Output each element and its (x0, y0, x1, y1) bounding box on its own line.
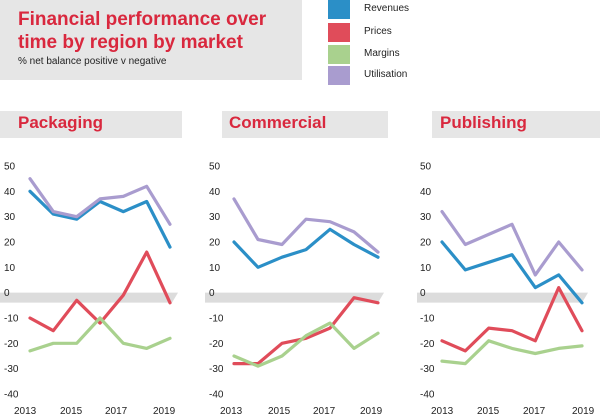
series-line-margins (440, 339, 584, 366)
y-tick-label: -10 (209, 314, 224, 325)
y-tick-label: 10 (209, 263, 221, 274)
y-tick-label: -20 (209, 339, 224, 350)
y-tick-label: -30 (209, 364, 224, 375)
legend-label-margins: Margins (364, 48, 400, 59)
x-tick-label: 2013 (431, 406, 454, 417)
y-tick-label: 20 (420, 238, 432, 249)
header-box: Financial performance over time by regio… (0, 0, 302, 80)
panel-band-packaging (0, 111, 182, 138)
series-line-margins (232, 321, 380, 368)
zero-band (417, 292, 588, 303)
y-tick-label: 30 (420, 212, 432, 223)
y-tick-label: -10 (420, 314, 435, 325)
y-tick-label: 0 (4, 288, 10, 299)
legend-swatch-prices (328, 23, 350, 42)
chart-panel-publishing: 50 40 30 20 10 0 -10 -20 -30 -40 2013 2015 2017 2019 (417, 162, 595, 417)
chart-panel-packaging: 50 40 30 20 10 0 -10 -20 -30 -40 2013 2015 2017 2019 (0, 162, 178, 417)
y-tick-label: -40 (4, 390, 19, 401)
y-tick-label: -30 (4, 364, 19, 375)
x-tick-label: 2019 (572, 406, 595, 417)
y-tick-label: 40 (4, 187, 16, 198)
series-line-margins (28, 316, 172, 353)
y-tick-label: 50 (209, 162, 221, 173)
x-tick-label: 2017 (105, 406, 128, 417)
zero-band (0, 292, 178, 303)
x-tick-label: 2017 (523, 406, 546, 417)
panel-title-publishing: Publishing (440, 113, 527, 132)
y-tick-label: 40 (209, 187, 221, 198)
y-tick-label: 50 (420, 162, 432, 173)
y-tick-label: -40 (209, 390, 224, 401)
series-line-utilisation (232, 197, 380, 254)
panel-title-commercial: Commercial (229, 113, 327, 132)
y-tick-label: 40 (420, 187, 432, 198)
y-tick-label: -20 (4, 339, 19, 350)
series-line-utilisation (440, 210, 584, 277)
series-line-revenues (440, 240, 584, 305)
chart-subtitle: % net balance positive v negative (18, 56, 167, 67)
y-tick-label: 10 (4, 263, 16, 274)
panel-band-publishing (432, 111, 600, 138)
legend-label-revenues: Revenues (364, 3, 410, 14)
series-line-prices (232, 296, 380, 366)
y-tick-label: 20 (4, 238, 16, 249)
x-tick-label: 2013 (220, 406, 243, 417)
y-tick-label: 30 (4, 212, 16, 223)
y-tick-label: -10 (4, 314, 19, 325)
x-tick-label: 2019 (360, 406, 383, 417)
y-tick-label: 50 (4, 162, 16, 173)
series-line-prices (440, 286, 584, 353)
y-tick-label: 10 (420, 263, 432, 274)
chart-panel-commercial: 50 40 30 20 10 0 -10 -20 -30 -40 2013 2015 2017 2019 (205, 162, 384, 417)
y-tick-label: -20 (420, 339, 435, 350)
legend: Revenues Prices Margins Utilisation (328, 0, 528, 90)
x-tick-label: 2015 (477, 406, 500, 417)
x-tick-label: 2015 (60, 406, 83, 417)
x-tick-label: 2015 (268, 406, 291, 417)
x-tick-label: 2013 (14, 406, 37, 417)
y-tick-label: -30 (420, 364, 435, 375)
legend-swatch-utilisation (328, 66, 350, 85)
y-tick-label: -40 (420, 390, 435, 401)
legend-swatch-margins (328, 45, 350, 64)
legend-swatch-revenues (328, 0, 350, 19)
y-tick-label: 30 (209, 212, 221, 223)
x-tick-label: 2019 (153, 406, 176, 417)
series-line-revenues (28, 189, 172, 249)
panel-band-commercial (222, 111, 388, 138)
legend-label-utilisation: Utilisation (364, 69, 408, 80)
panel-title-packaging: Packaging (18, 113, 104, 132)
series-line-revenues (232, 227, 380, 269)
chart-title: Financial performance over time by regio… (18, 9, 267, 53)
y-tick-label: 20 (209, 238, 221, 249)
series-line-prices (28, 250, 172, 333)
y-tick-label: 0 (420, 288, 426, 299)
series-line-utilisation (28, 177, 172, 226)
legend-label-prices: Prices (364, 26, 392, 37)
x-tick-label: 2017 (313, 406, 336, 417)
zero-band (205, 292, 384, 303)
y-tick-label: 0 (209, 288, 215, 299)
